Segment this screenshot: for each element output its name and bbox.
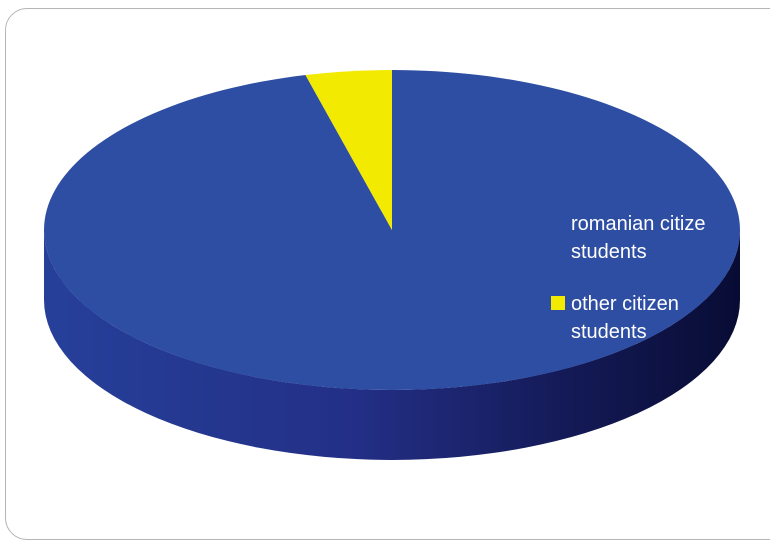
chart-legend: romanian citize students other citizen stud… xyxy=(551,213,706,343)
pie-top-face xyxy=(44,70,740,391)
legend-label-2-line-1: other citizen xyxy=(571,293,679,315)
legend-label-1-line-2: students xyxy=(571,241,647,263)
pie-side-wall-shape xyxy=(44,230,740,460)
pie-slice-romanian-citizen-students xyxy=(44,70,740,391)
legend-label-2-line-2: students xyxy=(571,321,647,343)
pie-slice-other-citizen-students xyxy=(305,70,392,230)
pie-side-wall xyxy=(44,230,740,460)
legend-swatch-2 xyxy=(551,296,565,310)
legend-swatch-1 xyxy=(551,216,565,230)
legend-label-1-line-1: romanian citize xyxy=(571,213,706,235)
